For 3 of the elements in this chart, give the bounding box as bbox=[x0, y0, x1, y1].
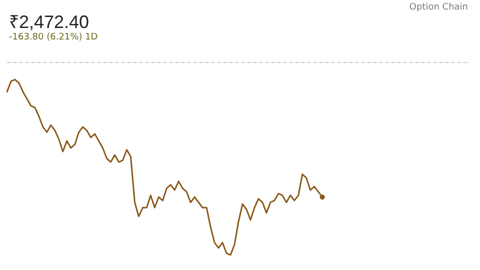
chart-subtitle: -163.80 (6.21%) 1D bbox=[9, 32, 98, 42]
chart-title: ₹2,472.40 bbox=[9, 12, 90, 32]
text: Option Chain bbox=[409, 2, 468, 12]
